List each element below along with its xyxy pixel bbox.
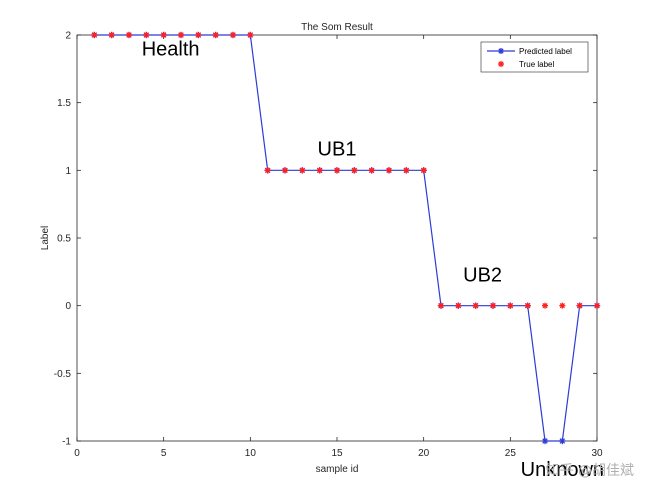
true-label-point xyxy=(299,167,306,174)
annotation-group: Health UB1 UB2 Unknown xyxy=(142,38,604,481)
true-label-point xyxy=(230,32,236,38)
true-label-point xyxy=(126,32,132,38)
true-label-point xyxy=(108,32,115,38)
true-label-point xyxy=(455,302,462,309)
x-tick-label: 30 xyxy=(591,448,603,459)
true-label-point xyxy=(420,167,427,174)
x-tick-label: 5 xyxy=(161,448,167,459)
annotation-label: Health xyxy=(142,38,200,60)
true-label-point xyxy=(542,302,548,309)
predicted-label-point xyxy=(559,437,566,445)
true-label-point xyxy=(490,302,496,309)
true-label-point xyxy=(282,167,288,174)
x-tick-label: 25 xyxy=(505,448,517,459)
y-tick-label: 0 xyxy=(65,301,71,312)
true-label-point xyxy=(559,302,566,309)
annotation-label: UB1 xyxy=(318,138,357,160)
true-label-point xyxy=(178,32,184,38)
true-label-point xyxy=(316,167,323,174)
legend-true-swatch-marker xyxy=(498,61,504,67)
true-label-point xyxy=(403,167,410,174)
y-tick-label: -0.5 xyxy=(54,369,72,380)
true-label-point xyxy=(195,32,202,38)
true-label-point xyxy=(91,32,98,38)
y-axis-label: Label xyxy=(40,226,51,250)
legend-true-label: True label xyxy=(519,60,555,69)
y-tick-label: 0.5 xyxy=(57,234,71,245)
true-label-point xyxy=(438,302,444,309)
y-tick-label: -1 xyxy=(62,437,71,448)
legend-predicted-label: Predicted label xyxy=(519,47,572,56)
true-label-point xyxy=(594,302,600,309)
true-label-point xyxy=(351,167,358,174)
true-label-point xyxy=(143,32,150,38)
annotation-label: Unknown xyxy=(521,459,604,481)
legend-box xyxy=(480,41,589,73)
x-tick-label: 0 xyxy=(74,448,80,459)
plot-area: 0 5 10 15 20 25 30 -1 -0.5 0 0.5 1 1.5 2 xyxy=(54,31,603,460)
true-label-point xyxy=(524,302,531,309)
true-label-point xyxy=(160,32,167,38)
true-label-point xyxy=(264,167,271,174)
chart-title: The Som Result xyxy=(301,22,373,33)
x-tick-label: 10 xyxy=(245,448,257,459)
annotation-label: UB2 xyxy=(463,264,502,286)
y-tick-label: 2 xyxy=(65,31,71,42)
true-label-point xyxy=(334,167,340,174)
x-tick-label: 15 xyxy=(331,448,343,459)
x-axis-label: sample id xyxy=(316,464,359,475)
x-tick-label: 20 xyxy=(418,448,430,459)
true-label-point xyxy=(212,32,219,38)
true-label-point xyxy=(576,302,583,309)
legend-predicted-swatch-marker xyxy=(498,48,504,54)
true-label-point xyxy=(386,167,392,174)
y-tick-label: 1.5 xyxy=(57,98,71,109)
true-label-point xyxy=(368,167,375,174)
true-label-point xyxy=(472,302,479,309)
true-label-point xyxy=(247,32,254,38)
predicted-label-point xyxy=(541,437,549,445)
true-label-point xyxy=(507,302,514,309)
legend: Predicted label True label xyxy=(480,41,589,73)
watermark-text: 知乎 @胡佳斌 xyxy=(546,462,634,479)
y-tick-label: 1 xyxy=(65,166,71,177)
axes-box xyxy=(76,34,598,442)
